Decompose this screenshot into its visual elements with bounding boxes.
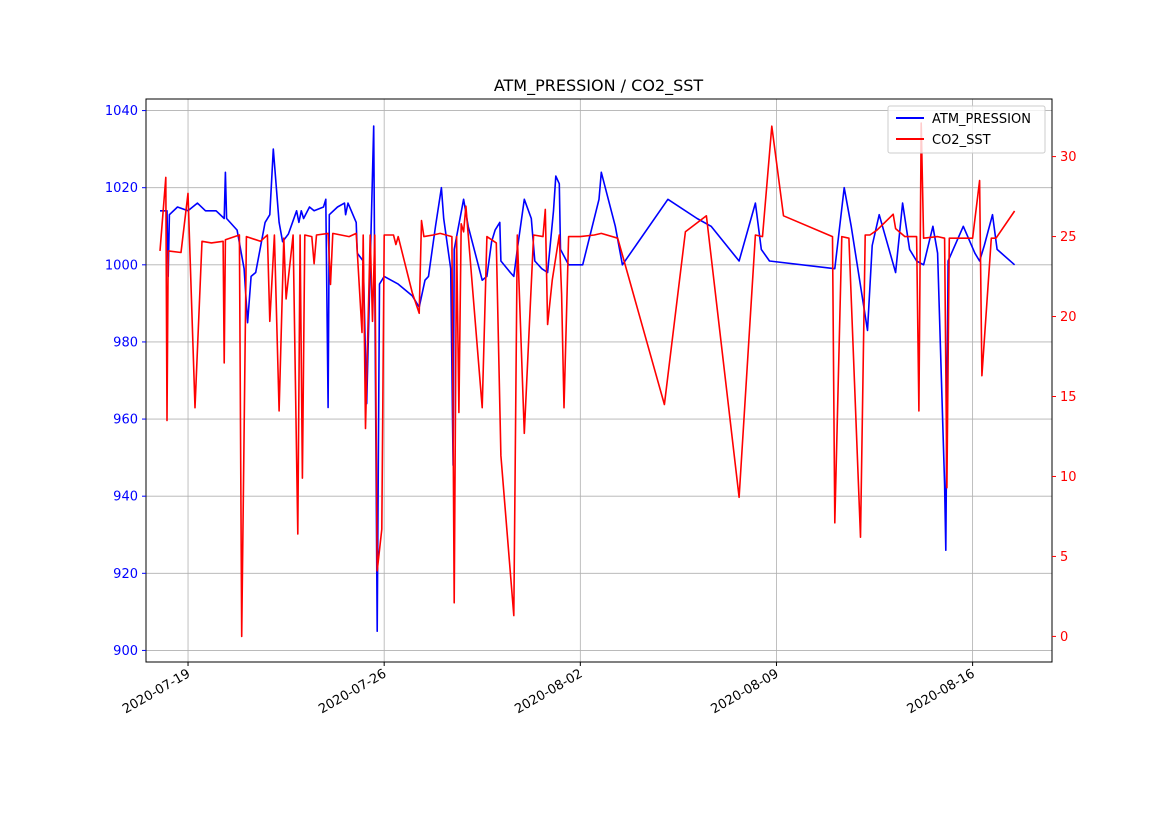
y-right-tick-label: 0 (1060, 630, 1068, 645)
legend-label-co2: CO2_SST (932, 133, 991, 148)
y-left-tick-label: 1020 (105, 181, 138, 196)
y-right-tick-label: 15 (1060, 390, 1077, 405)
y-right-tick-label: 25 (1060, 230, 1077, 245)
y-left-tick-label: 1040 (105, 104, 138, 119)
plot-frame (145, 98, 1053, 663)
y-left-tick-label: 960 (113, 413, 138, 428)
y-left-tick-label: 940 (113, 490, 138, 505)
y-right-tick-label: 30 (1060, 150, 1077, 165)
grid-lines (146, 99, 1052, 662)
series-line-co2-sst (159, 122, 1016, 638)
y-left-tick-label: 980 (113, 335, 138, 350)
x-tick-label: 2020-08-16 (905, 666, 978, 717)
y-right-tick-label: 5 (1060, 550, 1068, 565)
x-tick-label: 2020-07-19 (120, 666, 193, 717)
legend-label-atm: ATM_PRESSION (932, 112, 1031, 127)
y-axis-left: 900 920 940 960 980 1000 1020 1040 (105, 104, 146, 659)
chart-title: ATM_PRESSION / CO2_SST (494, 76, 704, 96)
y-left-tick-label: 1000 (105, 258, 138, 273)
y-left-tick-label: 900 (113, 644, 138, 659)
x-axis: 2020-07-19 2020-07-26 2020-08-02 2020-08-09… (120, 662, 978, 717)
x-tick-label: 2020-07-26 (316, 666, 389, 717)
y-right-tick-label: 10 (1060, 470, 1077, 485)
series-line-atm-pression (160, 125, 1016, 633)
legend-box (887, 105, 1046, 154)
x-tick-label: 2020-08-02 (512, 666, 585, 717)
legend: ATM_PRESSION CO2_SST (887, 105, 1046, 154)
series-layer (159, 122, 1016, 638)
x-tick-label: 2020-08-09 (709, 666, 782, 717)
y-axis-right: 0 5 10 15 20 25 30 (1052, 150, 1077, 645)
y-left-tick-label: 920 (113, 567, 138, 582)
y-right-tick-label: 20 (1060, 310, 1077, 325)
